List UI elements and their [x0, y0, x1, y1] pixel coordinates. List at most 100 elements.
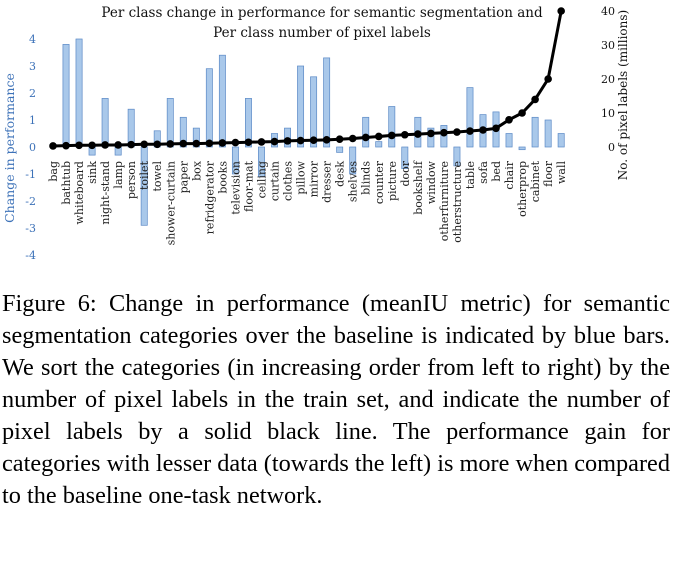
right-tick-label: 0 [608, 141, 615, 154]
bar-shelves [349, 146, 357, 175]
pixel-count-point-box [192, 139, 201, 148]
bar-otherstructure [453, 146, 461, 167]
category-label: mirror [308, 160, 321, 197]
bar-otherprop [518, 146, 526, 151]
left-tick-label: 0 [29, 141, 36, 154]
pixel-count-point-night-stand [101, 141, 109, 149]
category-label: blinds [360, 161, 373, 195]
category-label: shower-curtain [164, 161, 177, 245]
pixel-count-point-pillow [296, 136, 305, 145]
pixel-count-line [52, 10, 563, 148]
category-labels: bag bathtub whiteboard sink night-stand lamp p… [47, 160, 568, 245]
right-tick-label: 10 [601, 107, 615, 120]
category-label: door [399, 160, 412, 186]
pixel-count-point-shelves [348, 134, 357, 143]
pixel-count-point-refridgerator [205, 139, 214, 148]
pixel-count-point-door [401, 130, 409, 139]
pixel-count-point-clothes [283, 137, 292, 145]
bar-floor [544, 119, 552, 148]
category-label: sofa [477, 161, 490, 184]
figure-caption: Figure 6: Change in performance (meanIU … [2, 290, 670, 509]
right-tick-label: 30 [601, 39, 615, 52]
pixel-count-point-sink [88, 141, 96, 150]
pixel-count-point-person [127, 140, 135, 149]
left-tick-label: -1 [25, 168, 36, 181]
category-label: paper [177, 160, 190, 193]
category-label: clothes [282, 161, 295, 201]
pixel-count-point-floor-mat [244, 138, 253, 147]
pixel-count-point-wall [557, 7, 565, 15]
right-axis-ticks: 40 30 20 10 0 [601, 5, 615, 154]
pixel-count-point-toilet [140, 140, 149, 149]
left-tick-label: -4 [25, 249, 36, 262]
bar-shower-curtain [166, 98, 174, 148]
category-label: desk [334, 161, 347, 187]
left-tick-label: 1 [29, 114, 36, 127]
category-label: floor [542, 160, 555, 187]
category-label: floor-mat [242, 160, 255, 212]
pixel-count-point-paper [179, 139, 188, 148]
pixel-count-point-window [427, 129, 435, 138]
pixel-count-point-blinds [361, 133, 370, 142]
category-label: cabinet [529, 160, 542, 202]
bar-pillow [297, 65, 305, 148]
category-label: sink [86, 161, 99, 184]
bar-door [401, 146, 409, 169]
bar-chair [505, 133, 513, 148]
bar-bathtub [62, 44, 70, 148]
bar-television [231, 146, 239, 175]
category-label: otherfurniture [438, 161, 451, 241]
bar-wall [557, 133, 565, 148]
category-label: wall [555, 161, 568, 184]
left-tick-label: -3 [25, 222, 36, 235]
bar-books [218, 54, 226, 148]
right-tick-label: 20 [601, 73, 615, 86]
chart: Per class change in performance for sema… [2, 5, 630, 262]
left-tick-label: 2 [29, 87, 36, 100]
pixel-count-point-floor [544, 75, 552, 83]
left-tick-label: 3 [29, 60, 36, 73]
category-label: table [464, 161, 477, 189]
pixel-count-point-bed [492, 124, 500, 133]
pixel-count-point-books [218, 139, 227, 147]
category-label: refridgerator [203, 160, 216, 234]
category-label: television [229, 161, 242, 215]
category-label: pillow [295, 160, 308, 194]
pixel-count-point-table [466, 127, 474, 135]
bar-picture [388, 106, 396, 148]
pixel-count-point-shower-curtain [166, 140, 175, 148]
pixel-count-point-dresser [322, 136, 331, 144]
pixel-count-point-curtain [270, 137, 279, 146]
category-label: bathtub [60, 161, 73, 205]
category-label: box [190, 160, 203, 181]
category-label: toilet [138, 160, 151, 190]
category-label: curtain [269, 161, 282, 201]
right-tick-label: 40 [601, 5, 615, 18]
left-tick-label: -2 [25, 195, 36, 208]
pixel-count-point-bookshelf [414, 130, 422, 138]
bar-night-stand [101, 98, 109, 148]
pixel-count-point-otherprop [518, 109, 526, 117]
pixel-count-point-counter [374, 132, 383, 141]
bar-desk [336, 146, 344, 153]
bar-floor-mat [245, 98, 252, 148]
category-label: otherprop [516, 161, 529, 217]
category-label: bag [47, 161, 60, 182]
bar-mirror [310, 76, 318, 148]
pixel-count-point-bathtub [62, 141, 70, 150]
pixel-count-point-towel [153, 140, 162, 149]
category-label: shelves [347, 161, 360, 202]
pixel-count-point-whiteboard [75, 141, 83, 150]
pixel-count-series [49, 7, 565, 150]
category-label: bookshelf [412, 160, 425, 215]
pixel-count-point-chair [505, 116, 513, 124]
category-label: dresser [321, 160, 334, 203]
category-label: picture [386, 161, 399, 201]
left-axis-ticks: 4 3 2 1 0 -1 -2 -3 -4 [25, 33, 36, 262]
bar-refridgerator [205, 68, 213, 148]
pixel-count-point-otherstructure [453, 128, 461, 136]
chart-title-line-1: Per class change in performance for sema… [101, 5, 543, 21]
category-label: ceiling [255, 161, 268, 198]
bar-counter [375, 141, 383, 148]
pixel-count-point-mirror [309, 136, 318, 144]
